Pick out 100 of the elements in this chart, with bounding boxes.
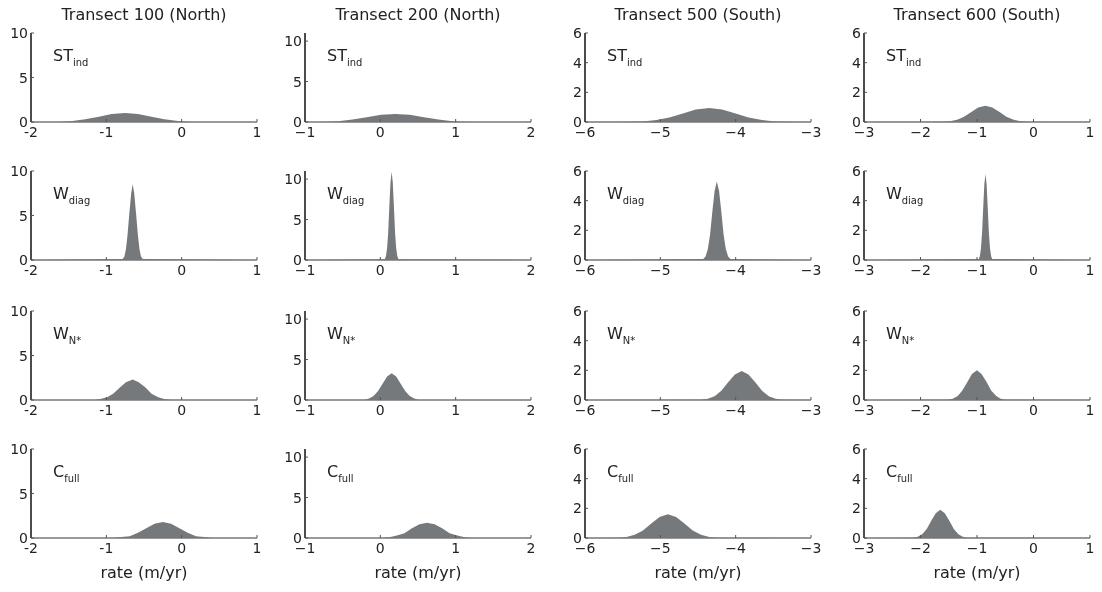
y-tick-label: 2	[573, 500, 582, 517]
y-tick-label: 2	[573, 362, 582, 379]
y-tick-label: 6	[852, 163, 862, 179]
x-tick-label: −3	[800, 124, 822, 140]
annotation: ST$_{ind}$	[607, 46, 643, 68]
annotation: W$_{N*}$	[53, 324, 82, 346]
chart-title: Transect 100 (North)	[60, 5, 227, 24]
x-axis-title: rate (m/yr)	[100, 563, 188, 582]
x-tick-label: 0	[375, 124, 385, 140]
y-tick-label: 10	[10, 441, 28, 457]
y-tick-label: 10	[10, 303, 28, 319]
x-tick-label: −5	[650, 262, 671, 278]
x-tick-label: 2	[526, 124, 536, 140]
x-tick-label: −2	[910, 540, 931, 556]
y-tick-label: 10	[284, 33, 302, 50]
y-tick-label: 4	[573, 332, 583, 349]
x-axis-title: rate (m/yr)	[933, 563, 1021, 582]
x-tick-label: 1	[451, 402, 461, 418]
x-tick-label: -1	[99, 124, 114, 140]
x-tick-label: 0	[375, 402, 385, 418]
y-tick-label: 6	[852, 25, 862, 41]
chart-title: Transect 500 (South)	[613, 5, 782, 24]
x-tick-label: 2	[526, 402, 536, 418]
x-axis-title: rate (m/yr)	[654, 563, 742, 582]
annotation: W$_{N*}$	[607, 324, 636, 346]
x-tick-label: −4	[725, 540, 747, 556]
y-tick-label: 4	[573, 54, 583, 71]
x-tick-label: −1	[966, 402, 988, 418]
y-tick-label: 6	[852, 441, 862, 457]
x-tick-label: 1	[451, 124, 461, 140]
x-tick-label: −1	[966, 540, 988, 556]
y-tick-label: 10	[284, 449, 302, 466]
x-tick-label: 0	[1029, 402, 1038, 418]
y-tick-label: 2	[852, 222, 861, 239]
x-tick-label: 1	[1085, 262, 1095, 278]
x-tick-label: 1	[451, 262, 461, 278]
y-tick-label: 4	[573, 470, 583, 487]
y-tick-label: 10	[10, 25, 28, 41]
x-tick-label: 1	[1085, 402, 1095, 418]
y-tick-label: 2	[852, 362, 861, 379]
y-tick-label: 6	[573, 303, 583, 319]
x-tick-label: 0	[177, 262, 187, 278]
y-tick-label: 0	[19, 114, 28, 130]
x-tick-label: 1	[1085, 540, 1095, 556]
y-tick-label: 0	[19, 530, 28, 546]
annotation: ST$_{ind}$	[53, 46, 89, 68]
x-tick-label: −3	[800, 540, 822, 556]
x-tick-label: -1	[99, 402, 114, 418]
x-tick-label: 0	[375, 262, 385, 278]
x-tick-label: 0	[177, 540, 187, 556]
y-tick-label: 5	[293, 489, 302, 506]
annotation: W$_{diag}$	[607, 184, 645, 206]
annotation: ST$_{ind}$	[327, 46, 363, 68]
x-tick-label: −5	[650, 540, 671, 556]
y-tick-label: 4	[852, 54, 862, 71]
annotation: C$_{full}$	[53, 462, 80, 484]
x-tick-label: −4	[725, 402, 747, 418]
x-tick-label: 1	[451, 540, 461, 556]
x-tick-label: −4	[725, 124, 747, 140]
x-tick-label: −4	[725, 262, 747, 278]
x-tick-label: −1	[966, 262, 988, 278]
y-tick-label: 6	[573, 441, 583, 457]
x-tick-label: 1	[252, 124, 262, 140]
y-tick-label: 0	[19, 252, 28, 268]
y-tick-label: 2	[573, 84, 582, 101]
y-tick-label: 10	[10, 163, 28, 179]
x-tick-label: 1	[252, 540, 262, 556]
x-tick-label: −5	[650, 402, 671, 418]
x-tick-label: -1	[99, 262, 114, 278]
y-tick-label: 2	[573, 222, 582, 239]
y-tick-label: 6	[573, 163, 583, 179]
x-tick-label: 0	[1029, 262, 1038, 278]
annotation: W$_{diag}$	[53, 184, 91, 206]
y-tick-label: 5	[19, 485, 28, 502]
x-tick-label: 0	[177, 402, 187, 418]
y-tick-label: 6	[852, 303, 862, 319]
annotation: ST$_{ind}$	[886, 46, 922, 68]
x-tick-label: −2	[910, 262, 931, 278]
x-tick-label: 0	[1029, 124, 1038, 140]
chart-title: Transect 200 (North)	[334, 5, 501, 24]
x-tick-label: 0	[375, 540, 385, 556]
y-tick-label: 4	[573, 192, 583, 209]
annotation: C$_{full}$	[886, 462, 913, 484]
x-tick-label: 2	[526, 540, 536, 556]
y-tick-label: 2	[852, 84, 861, 101]
annotation: W$_{N*}$	[886, 324, 915, 346]
annotation: W$_{N*}$	[327, 324, 356, 346]
x-tick-label: −5	[650, 124, 671, 140]
y-tick-label: 4	[852, 192, 862, 209]
annotation: C$_{full}$	[327, 462, 354, 484]
y-tick-label: 5	[19, 69, 28, 86]
y-tick-label: 5	[19, 207, 28, 224]
y-tick-label: 4	[852, 332, 862, 349]
y-tick-label: 4	[852, 470, 862, 487]
x-tick-label: 1	[252, 402, 262, 418]
x-tick-label: 1	[1085, 124, 1095, 140]
x-tick-label: −3	[800, 402, 822, 418]
y-tick-label: 5	[293, 351, 302, 368]
y-tick-label: 10	[284, 171, 302, 188]
y-tick-label: 5	[293, 73, 302, 90]
